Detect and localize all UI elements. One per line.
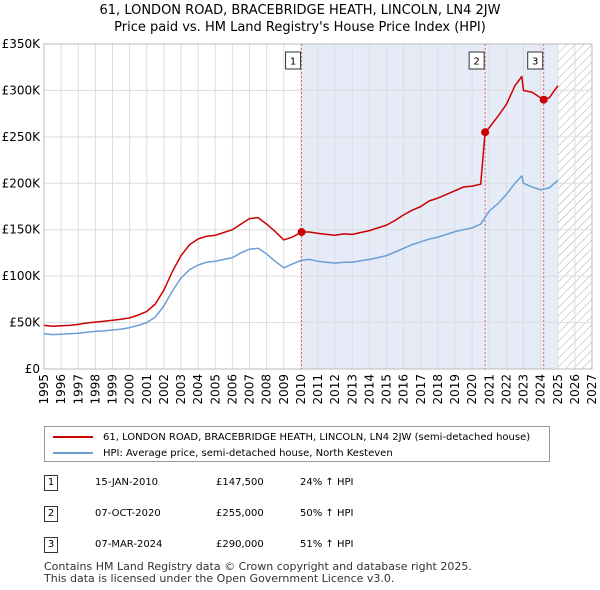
footer-copyright: Contains HM Land Registry data © Crown c…: [44, 560, 472, 573]
x-tick-label: 2012: [328, 374, 342, 405]
sale-hpi-change: 24% ↑ HPI: [300, 477, 354, 488]
x-tick-label: 2014: [362, 374, 376, 405]
title-address: 61, LONDON ROAD, BRACEBRIDGE HEATH, LINC…: [99, 3, 501, 18]
x-tick-label: 2005: [208, 374, 222, 405]
x-tick-label: 2017: [414, 374, 428, 405]
x-tick-label: 2008: [260, 374, 274, 405]
y-tick-label: £300K: [2, 83, 42, 97]
x-tick-label: 2007: [243, 374, 257, 405]
x-tick-label: 2022: [499, 374, 513, 405]
sale-number-badge: 1: [44, 475, 58, 491]
sale-2-label: 2: [473, 57, 479, 68]
x-tick-label: 2009: [277, 374, 291, 405]
x-tick-label: 1996: [54, 374, 68, 405]
sale-price: £147,500: [216, 477, 264, 488]
y-tick-label: £50K: [9, 316, 41, 330]
sale-date: 15-JAN-2010: [95, 477, 159, 488]
legend-hpi-swatch: [53, 452, 93, 454]
sale-row-2: 2 07-OCT-2020 £255,000 50% ↑ HPI: [0, 506, 600, 526]
sale-number-badge: 3: [44, 537, 58, 553]
sale-hpi-change: 50% ↑ HPI: [300, 508, 354, 519]
sale-3-label: 3: [532, 57, 538, 68]
x-tick-label: 2025: [551, 374, 565, 405]
price-chart: £0 £50K £100K £150K £200K £250K £300K £350K 1995…: [2, 37, 599, 405]
x-tick-label: 2016: [397, 374, 411, 405]
footer-licence: This data is licensed under the Open Gov…: [44, 572, 395, 585]
legend-item-hpi: HPI: Average price, semi-detached house,…: [53, 446, 393, 460]
sale-row-3: 3 07-MAR-2024 £290,000 51% ↑ HPI: [0, 537, 600, 557]
x-tick-label: 2020: [465, 374, 479, 405]
x-tick-label: 2026: [568, 374, 582, 405]
y-tick-label: £100K: [2, 269, 42, 283]
x-tick-label: 1999: [106, 374, 120, 405]
legend-property-label: 61, LONDON ROAD, BRACEBRIDGE HEATH, LINC…: [103, 431, 531, 443]
sale-1-label: 1: [290, 57, 296, 68]
x-tick-label: 2003: [174, 374, 188, 405]
x-tick-label: 2015: [380, 374, 394, 405]
sale-1-marker: [297, 228, 306, 237]
sale-price: £290,000: [216, 539, 264, 550]
x-tick-label: 2021: [482, 374, 496, 405]
x-tick-label: 2027: [585, 374, 599, 405]
sale-price: £255,000: [216, 508, 264, 519]
x-tick-label: 2004: [191, 374, 205, 405]
sale-date: 07-MAR-2024: [95, 539, 163, 550]
x-tick-label: 2024: [534, 374, 548, 405]
x-tick-label: 2002: [157, 374, 171, 405]
x-tick-label: 1998: [88, 374, 102, 405]
x-tick-label: 2011: [311, 374, 325, 405]
x-tick-label: 2001: [140, 374, 154, 405]
sale-2-marker: [481, 128, 490, 137]
y-tick-label: £350K: [2, 37, 42, 51]
legend-property-swatch: [53, 436, 93, 438]
ownership-shade: [301, 44, 558, 369]
sale-3-label-box: [527, 51, 544, 70]
hpi-line: [43, 175, 559, 336]
y-tick-label: £250K: [2, 130, 42, 144]
x-tick-label: 1995: [37, 374, 51, 405]
legend-item-property: 61, LONDON ROAD, BRACEBRIDGE HEATH, LINC…: [53, 430, 530, 444]
y-tick-label: £0: [25, 362, 40, 376]
plot-area-border: [43, 43, 593, 370]
y-tick-label: £200K: [2, 176, 42, 190]
sale-date: 07-OCT-2020: [95, 508, 161, 519]
x-tick-label: 2018: [431, 374, 445, 405]
y-tick-label: £150K: [2, 223, 42, 237]
sale-1-label-box: [285, 51, 302, 70]
x-tick-label: 1997: [71, 374, 85, 405]
sale-2-label-box: [468, 51, 485, 70]
legend-hpi-label: HPI: Average price, semi-detached house,…: [103, 447, 393, 459]
x-tick-label: 2006: [225, 374, 239, 405]
sale-number-badge: 2: [44, 506, 58, 522]
sale-row-1: 1 15-JAN-2010 £147,500 24% ↑ HPI: [0, 475, 600, 495]
x-tick-label: 2013: [345, 374, 359, 405]
title-subtitle: Price paid vs. HM Land Registry's House …: [114, 20, 486, 35]
footer-attribution: Contains HM Land Registry data © Crown c…: [44, 561, 472, 585]
chart-legend: 61, LONDON ROAD, BRACEBRIDGE HEATH, LINC…: [44, 426, 550, 462]
sale-hpi-change: 51% ↑ HPI: [300, 539, 354, 550]
sale-3-marker: [539, 95, 548, 104]
chart-title: 61, LONDON ROAD, BRACEBRIDGE HEATH, LINC…: [0, 2, 600, 36]
x-tick-label: 2019: [448, 374, 462, 405]
x-tick-label: 2000: [123, 374, 137, 405]
x-tick-label: 2023: [517, 374, 531, 405]
x-tick-label: 2010: [294, 374, 308, 405]
